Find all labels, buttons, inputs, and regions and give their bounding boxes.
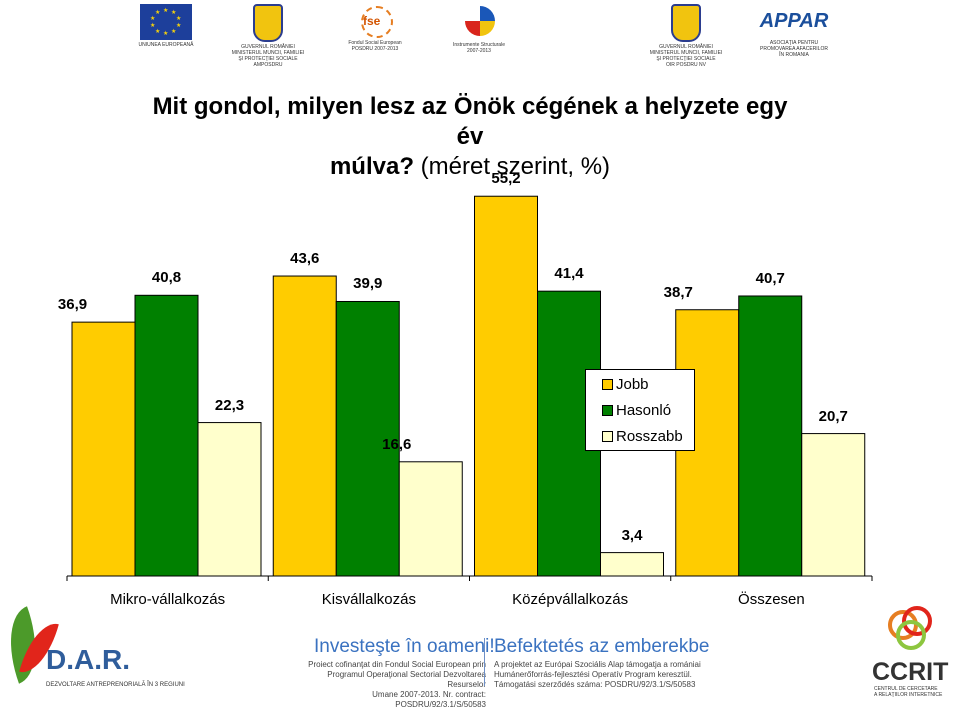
chart-title-line1: Mit gondol, milyen lesz az Önök cégének … [152, 93, 788, 150]
data-label-rosszabb-kozepvallalkozas: 3,4 [621, 526, 643, 544]
bar-jobb-mikro-vallalkozas [71, 321, 136, 577]
legend-item-hasonlo: Hasonló [602, 402, 671, 419]
fse-logo: fse Fondul Social European POSDRU 2007-2… [340, 4, 410, 72]
government-logo: GUVERNUL ROMÂNIEI MINISTERUL MUNCII, FAM… [230, 4, 306, 72]
data-label-jobb-kisvallalkozas: 43,6 [290, 250, 320, 268]
dar-logo: D.A.R. DEZVOLTARE ANTREPRENORIALĂ ÎN 3 R… [0, 606, 185, 700]
footer-ro-text: Proiect cofinanţat din Fondul Social Eur… [308, 660, 486, 709]
data-label-jobb-mikro-vallalkozas: 36,9 [57, 296, 88, 314]
bar-jobb-kozepvallalkozas [474, 195, 538, 577]
data-label-jobb-osszesen: 38,7 [663, 283, 693, 301]
structural-instruments-icon [459, 4, 499, 40]
bar-hasonlo-mikro-vallalkozas [134, 294, 199, 577]
eu-logo: ★ ★ ★ ★ ★ ★ ★ ★ ★ ★ UNIUNEA EUROPEANĂ [133, 4, 199, 72]
data-label-rosszabb-mikro-vallalkozas: 22,3 [214, 396, 245, 414]
bar-jobb-kisvallalkozas [272, 275, 337, 577]
legend-swatch-rosszabb [602, 431, 613, 442]
appar-icon: APPAR [759, 10, 829, 32]
footer-hu-text: A projektet az Európai Szociális Alap tá… [494, 660, 701, 689]
bar-rosszabb-osszesen [801, 433, 866, 577]
chart-legend: Jobb Hasonló Rosszabb [585, 369, 695, 451]
eu-flag-icon: ★ ★ ★ ★ ★ ★ ★ ★ ★ ★ [140, 4, 192, 40]
chart-title-line2-bold: múlva? [329, 153, 414, 180]
ccrit-logo: CCRIT CENTRUL DE CERCETARE A RELAŢIILOR … [868, 606, 956, 702]
data-label-hasonlo-kozepvallalkozas: 41,4 [554, 265, 584, 283]
bar-hasonlo-kisvallalkozas [335, 300, 400, 577]
appar-logo: APPAR ASOCIAŢIA PENTRU PROMOVAREA AFACER… [754, 4, 834, 72]
category-label-kozepvallalkozas: Középvállalkozás [512, 591, 629, 608]
footer-divider [484, 638, 485, 686]
legend-swatch-jobb [602, 379, 613, 390]
footer-ro-heading: Investeşte în oameni! [314, 636, 495, 657]
government-oir-logo: GUVERNUL ROMÂNIEI MINISTERUL MUNCII, FAM… [648, 4, 724, 72]
data-label-rosszabb-osszesen: 20,7 [818, 407, 848, 425]
fse-icon: fse [353, 4, 397, 38]
chart-title: Mit gondol, milyen lesz az Önök cégének … [150, 92, 790, 182]
coat-of-arms-icon [253, 4, 283, 42]
coat-of-arms-icon [671, 4, 701, 42]
footer-hu-heading: Befektetés az emberekbe [494, 636, 710, 657]
category-label-mikro-vallalkozas: Mikro-vállalkozás [110, 591, 226, 608]
bar-rosszabb-mikro-vallalkozas [197, 422, 262, 577]
data-label-hasonlo-kisvallalkozas: 39,9 [353, 275, 383, 293]
data-label-rosszabb-kisvallalkozas: 16,6 [382, 435, 412, 453]
category-label-kisvallalkozas: Kisvállalkozás [321, 591, 416, 608]
legend-item-rosszabb: Rosszabb [602, 428, 683, 445]
legend-swatch-hasonlo [602, 405, 613, 416]
bar-hasonlo-osszesen [738, 295, 803, 577]
category-label-osszesen: Összesen [738, 591, 805, 608]
data-label-hasonlo-mikro-vallalkozas: 40,8 [151, 269, 182, 287]
legend-item-jobb: Jobb [602, 376, 649, 393]
bar-rosszabb-kisvallalkozas [398, 461, 463, 577]
rings-icon [888, 606, 932, 650]
data-label-hasonlo-osszesen: 40,7 [755, 269, 785, 287]
chart-title-line2-rest: (méret szerint, %) [414, 153, 611, 180]
data-label-jobb-kozepvallalkozas: 55,2 [491, 170, 521, 188]
bar-rosszabb-kozepvallalkozas [600, 552, 664, 577]
structural-instruments-logo: Instrumente Structurale 2007-2013 [446, 4, 512, 72]
